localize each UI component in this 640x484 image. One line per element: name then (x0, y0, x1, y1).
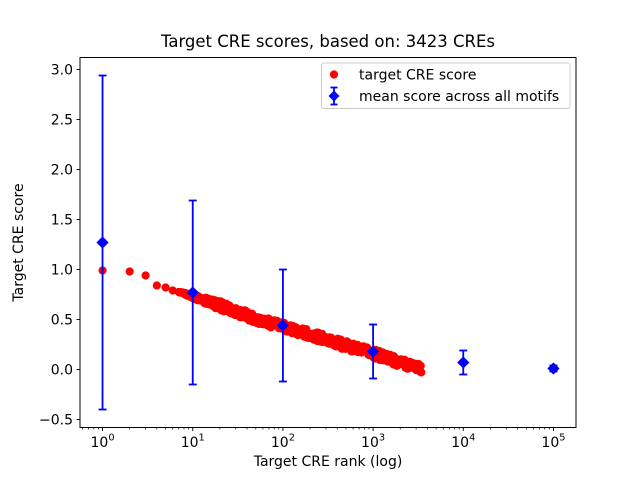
svg-text:2.0: 2.0 (51, 163, 73, 179)
svg-text:103: 103 (361, 433, 385, 452)
svg-text:3.0: 3.0 (51, 63, 73, 79)
x-axis-major-ticks (102, 427, 554, 431)
errorbar-point (457, 349, 470, 376)
y-axis-label: Target CRE score (11, 183, 27, 302)
x-axis-label: Target CRE rank (log) (253, 454, 403, 470)
legend-blue-diamond-errorbar-icon (328, 86, 340, 106)
svg-text:102: 102 (271, 433, 295, 452)
errorbar-point (276, 268, 290, 383)
plot-border (79, 57, 577, 428)
legend-label-mean-score: mean score across all motifs (359, 89, 559, 105)
svg-text:105: 105 (541, 433, 565, 452)
legend-label-target-cre-score: target CRE score (359, 68, 476, 84)
legend: target CRE score mean score across all m… (321, 62, 571, 109)
svg-text:101: 101 (181, 433, 205, 452)
errorbar-point (366, 323, 380, 380)
legend-item-mean-score: mean score across all motifs (328, 86, 559, 106)
svg-text:1.0: 1.0 (51, 263, 73, 279)
svg-text:0.5: 0.5 (51, 313, 73, 329)
svg-text:104: 104 (451, 433, 475, 452)
plot-area: 100 101 102 103 104 105 3.0 2.5 2.0 1.5 1.0 0.5 0.0 −… (39, 63, 565, 452)
svg-text:100: 100 (91, 433, 115, 452)
svg-text:2.5: 2.5 (51, 113, 73, 129)
errorbar-point (186, 199, 199, 386)
legend-red-circle-icon (329, 70, 339, 79)
errorbar-point (547, 362, 560, 375)
x-axis-tick-labels: 100 101 102 103 104 105 (91, 433, 566, 452)
blue-errorbar-series (96, 74, 560, 411)
svg-text:−0.5: −0.5 (39, 413, 73, 429)
errorbar-point (96, 74, 109, 411)
legend-box (321, 62, 571, 109)
y-axis-ticks (76, 69, 80, 420)
svg-text:1.5: 1.5 (51, 213, 73, 229)
chart-title: Target CRE scores, based on: 3423 CREs (160, 32, 495, 51)
legend-item-target-cre-score: target CRE score (329, 68, 476, 84)
svg-text:0.0: 0.0 (51, 363, 73, 379)
y-axis-tick-labels: 3.0 2.5 2.0 1.5 1.0 0.5 0.0 −0.5 (39, 63, 73, 429)
